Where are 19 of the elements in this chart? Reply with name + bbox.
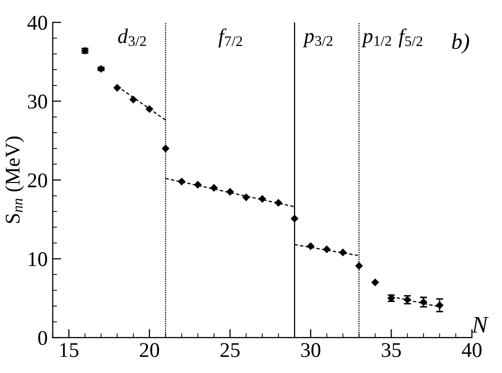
annotation: p$_{3/2}$ [302, 33, 332, 48]
x-tick-label: 35 [382, 343, 401, 358]
annotation: p$_{1/2}$ [361, 33, 392, 48]
y-axis-title: S$_{nn}$ (MeV) [5, 136, 24, 223]
y-tick-label: 30 [28, 94, 48, 109]
x-tick-label: 25 [220, 343, 240, 358]
annotation: f$_{7/2}$ [218, 28, 242, 48]
x-tick-label: 40 [462, 343, 482, 358]
y-tick-label: 10 [28, 252, 48, 266]
x-tick-label: 30 [301, 343, 320, 358]
x-tick-label: 20 [140, 343, 160, 358]
x-axis-title: N [472, 317, 489, 333]
y-tick-label: 40 [27, 16, 48, 30]
annotation: d$_{3/2}$ [118, 28, 146, 46]
y-tick-label: 0 [38, 330, 48, 345]
annotation: b) [452, 33, 470, 54]
annotation: f$_{5/2}$ [398, 28, 422, 48]
x-tick-label: 15 [60, 343, 78, 358]
y-tick-label: 20 [28, 173, 48, 188]
